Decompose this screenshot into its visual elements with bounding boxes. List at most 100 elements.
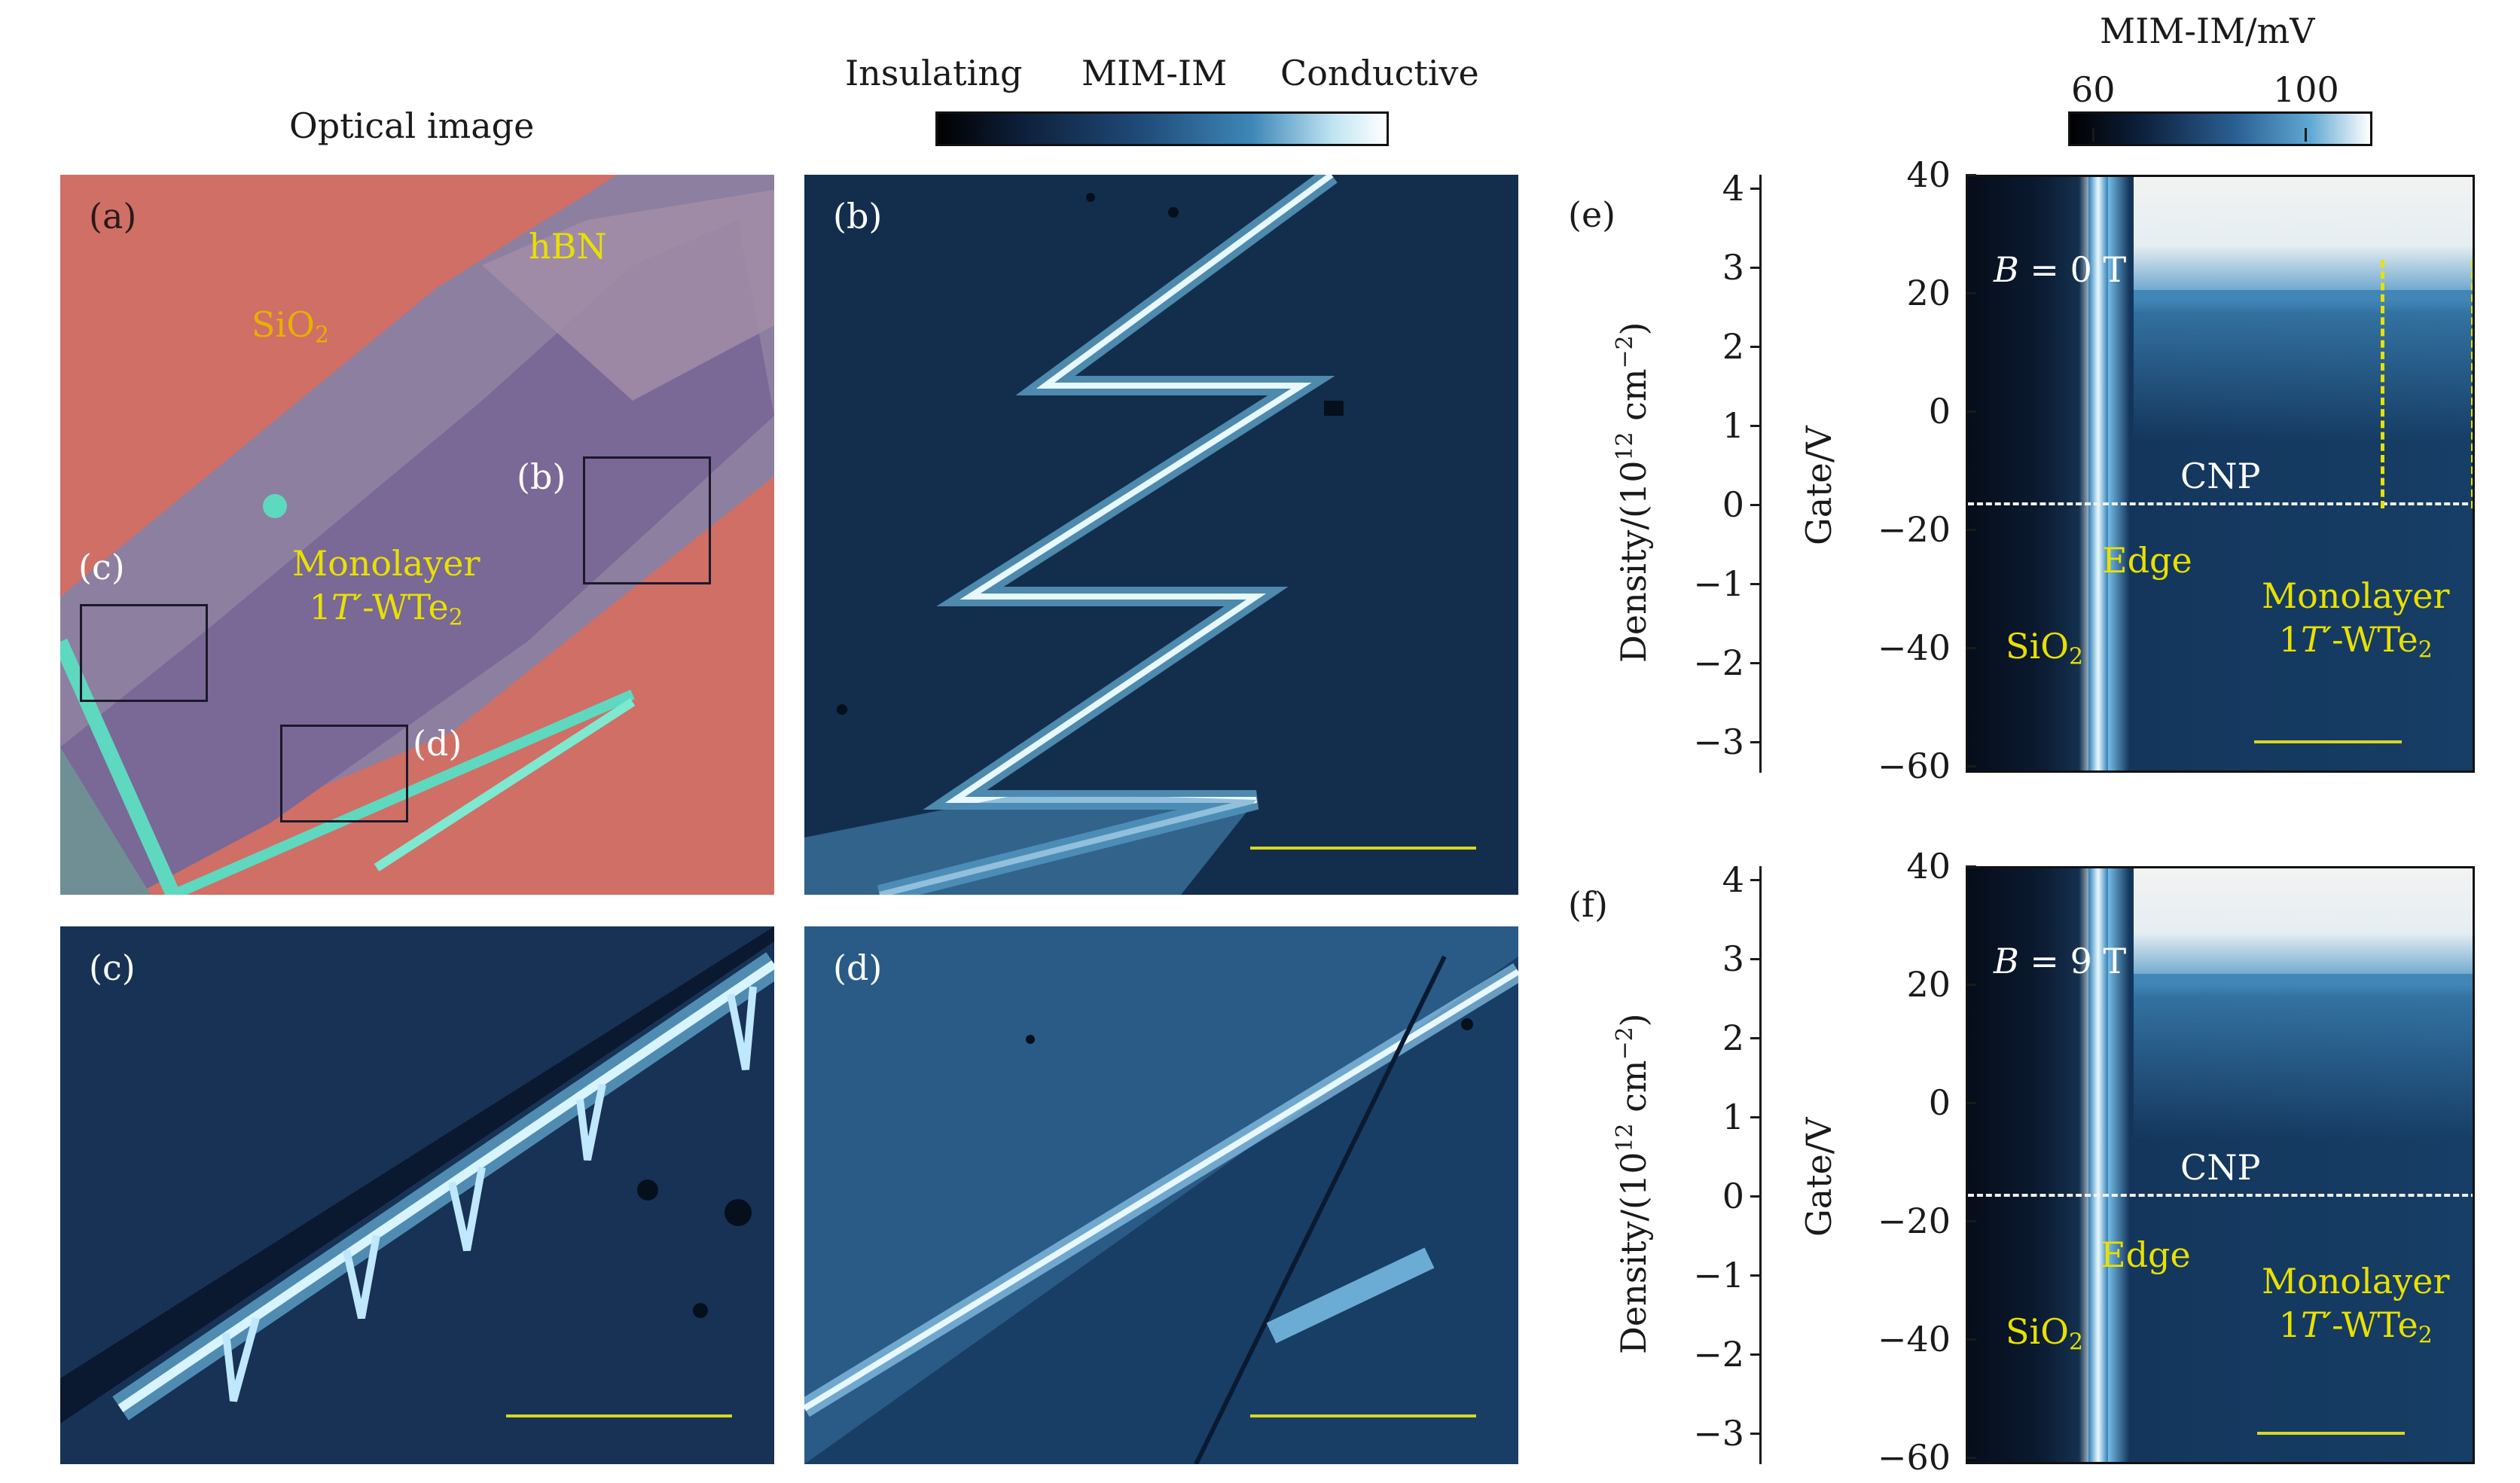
panel-e-gate-tick-label: −20 <box>1877 509 1951 550</box>
panel-f-density-label: Density/(1012 cm−2) <box>1612 1013 1654 1354</box>
panel-e-monolayer-label: Monolayer 1T′-WTe2 <box>2262 575 2450 663</box>
panel-e-density-tick-mark <box>1750 741 1761 743</box>
right-colorbar-min: 60 <box>2071 69 2116 110</box>
panel-c-scalebar <box>506 1414 732 1417</box>
panel-e-gate-tick-mark <box>1966 174 1976 176</box>
monolayer-label: Monolayer 1T′-WTe2 <box>292 543 481 630</box>
panel-f-scalebar <box>2257 1432 2405 1435</box>
panel-e-gate-tick-mark <box>1966 529 1976 531</box>
panel-e-gate-tick-mark <box>1966 410 1976 413</box>
panel-f-cnp-label: CNP <box>2180 1147 2261 1188</box>
panel-f-gate-tick-label: 40 <box>1906 846 1951 886</box>
panel-e-mid-band <box>2134 290 2473 441</box>
panel-e-density-tick-label: 4 <box>1722 168 1744 209</box>
right-colorbar-tick-60 <box>2092 128 2094 142</box>
panel-f-gate-tick-label: −60 <box>1877 1437 1951 1478</box>
panel-f-gate-tick-mark <box>1966 1457 1976 1459</box>
panel-f-cnp-line <box>1968 1194 2473 1197</box>
panel-f-density-tick-label: 1 <box>1722 1097 1744 1137</box>
panel-f-monolayer-label: Monolayer 1T′-WTe2 <box>2262 1261 2450 1348</box>
panel-f-gate-tick-label: 20 <box>1906 964 1951 1005</box>
panel-e-density-tick-label: −2 <box>1693 642 1744 683</box>
panel-e-density-tick-mark <box>1750 662 1761 664</box>
panel-f-density-tick-label: 2 <box>1722 1018 1744 1058</box>
panel-f-density-tick-label: −1 <box>1693 1255 1744 1295</box>
panel-e-label: (e) <box>1568 194 1616 235</box>
mim-colorbar <box>935 111 1389 146</box>
panel-f-density-tick-label: 0 <box>1722 1176 1744 1216</box>
panel-e-cnp-line <box>1968 502 2473 505</box>
panel-f-density-tick-mark <box>1750 1116 1761 1118</box>
panel-f-density-tick-label: −3 <box>1693 1413 1744 1454</box>
region-d-label: (d) <box>413 723 462 764</box>
panel-f-density-tick-label: 3 <box>1722 938 1744 979</box>
panel-f-density-tick-mark <box>1750 1274 1761 1277</box>
panel-f-density-tick-mark <box>1750 1037 1761 1039</box>
panel-b-label: (b) <box>833 196 883 236</box>
optical-image-title: Optical image <box>289 105 535 146</box>
panel-f-mid-band <box>2134 974 2473 1140</box>
panel-f-label: (f) <box>1568 884 1608 925</box>
panel-e-gate-tick-mark <box>1966 647 1976 649</box>
region-c-label: (c) <box>78 547 125 587</box>
panel-e-density-tick-label: 3 <box>1722 247 1744 288</box>
panel-e-scalebar <box>2254 740 2402 743</box>
panel-f-density-tick-mark <box>1750 879 1761 881</box>
panel-e-density-tick-label: 0 <box>1722 484 1744 525</box>
panel-f-gate-tick-label: −40 <box>1877 1319 1951 1359</box>
panel-a-flakes <box>60 175 774 895</box>
panel-b-mim: (b) <box>804 175 1518 895</box>
panel-e-yellow-dash-2 <box>2471 260 2473 508</box>
panel-e-field-label: B = 0 T <box>1994 249 2127 290</box>
panel-e-gate-tick-label: −40 <box>1877 627 1951 668</box>
hbn-label: hBN <box>529 226 607 267</box>
panel-b-scalebar <box>1250 847 1476 850</box>
panel-e-density-tick-mark <box>1750 425 1761 427</box>
panel-e-heatmap: B = 0 T CNP Edge SiO2 Monolayer 1T′-WTe2 <box>1966 175 2475 773</box>
panel-f-edge-line <box>2088 868 2108 1462</box>
panel-f-density-tick-mark <box>1750 1195 1761 1198</box>
panel-e-gate-tick-mark <box>1966 765 1976 767</box>
panel-c-mim: (c) <box>60 926 774 1464</box>
panel-f-sio2-label: SiO2 <box>2006 1311 2083 1356</box>
panel-e-density-tick-mark <box>1750 583 1761 585</box>
colorbar-mid-label: MIM-IM <box>1082 53 1228 93</box>
panel-f-heatmap: B = 9 T CNP Edge SiO2 Monolayer 1T′-WTe2 <box>1966 866 2475 1464</box>
panel-e-density-tick-label: 1 <box>1722 405 1744 446</box>
panel-a-label: (a) <box>89 196 137 236</box>
panel-e-gate-tick-label: 40 <box>1906 154 1951 195</box>
panel-f-gate-tick-mark <box>1966 865 1976 868</box>
panel-f-gate-tick-mark <box>1966 1338 1976 1341</box>
panel-e-density-tick-mark <box>1750 504 1761 506</box>
colorbar-left-label: Insulating <box>845 53 1023 93</box>
panel-f-gate-tick-mark <box>1966 1220 1976 1222</box>
colorbar-right-label: Conductive <box>1280 53 1479 93</box>
panel-d-label: (d) <box>833 947 883 988</box>
region-b-label: (b) <box>517 456 566 497</box>
right-colorbar-max: 100 <box>2273 69 2339 110</box>
region-box-b <box>583 456 711 584</box>
panel-e-gate-tick-label: 20 <box>1906 273 1951 313</box>
panel-e-cnp-label: CNP <box>2180 456 2261 496</box>
panel-f-density-axis <box>1759 866 1762 1464</box>
panel-f-gate-tick-label: 0 <box>1928 1082 1951 1123</box>
panel-f-density-tick-mark <box>1750 958 1761 960</box>
panel-f-field-label: B = 9 T <box>1994 941 2127 981</box>
panel-e-density-tick-label: −1 <box>1693 563 1744 604</box>
panel-e-gate-tick-label: 0 <box>1928 391 1951 432</box>
panel-b-edge-trace <box>804 175 1344 895</box>
panel-f-gate-tick-label: −20 <box>1877 1201 1951 1241</box>
region-box-c <box>80 604 208 702</box>
panel-e-density-tick-mark <box>1750 267 1761 269</box>
right-colorbar-title: MIM-IM/mV <box>2100 11 2315 51</box>
panel-c-edge-trace <box>60 926 774 1423</box>
panel-c-label: (c) <box>89 947 136 988</box>
panel-e-edge-line <box>2088 177 2108 770</box>
panel-f-gate-tick-mark <box>1966 1102 1976 1104</box>
region-box-d <box>280 725 408 822</box>
right-colorbar-tick-100 <box>2305 128 2307 142</box>
panel-a-optical: (a) hBN SiO2 Monolayer 1T′-WTe2 (b) (c) … <box>60 175 774 895</box>
panel-e-density-tick-mark <box>1750 346 1761 348</box>
panel-e-edge-label: Edge <box>2102 540 2192 581</box>
